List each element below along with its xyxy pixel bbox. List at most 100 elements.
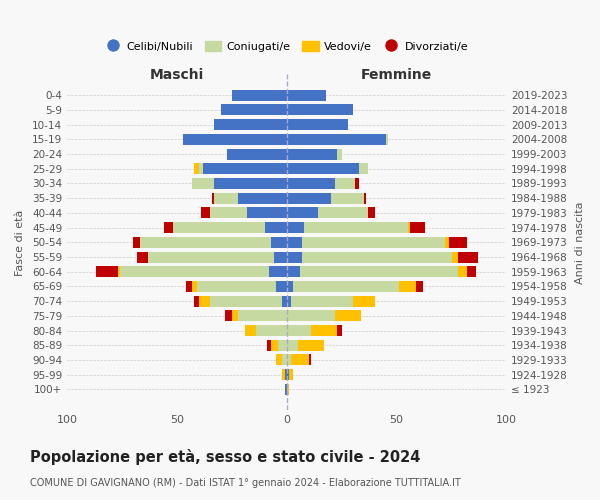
Bar <box>194 164 199 174</box>
Bar <box>276 354 283 366</box>
Bar <box>287 119 348 130</box>
Bar <box>331 192 364 203</box>
Bar <box>185 281 192 292</box>
Legend: Celibi/Nubili, Coniugati/e, Vedovi/e, Divorziati/e: Celibi/Nubili, Coniugati/e, Vedovi/e, Di… <box>100 36 473 56</box>
Bar <box>212 192 214 203</box>
Bar <box>287 134 386 145</box>
Bar <box>201 208 210 218</box>
Bar <box>364 192 366 203</box>
Bar <box>184 134 287 145</box>
Bar <box>118 266 120 277</box>
Bar <box>192 281 197 292</box>
Bar <box>386 134 388 145</box>
Bar <box>227 148 287 160</box>
Bar <box>287 384 289 395</box>
Bar <box>269 266 287 277</box>
Bar <box>287 237 302 248</box>
Bar <box>309 354 311 366</box>
Bar <box>304 222 407 233</box>
Bar <box>298 340 324 351</box>
Bar <box>287 369 289 380</box>
Bar <box>214 192 238 203</box>
Bar <box>287 310 335 322</box>
Bar <box>283 296 287 306</box>
Bar <box>287 104 353 116</box>
Bar <box>449 237 467 248</box>
Bar <box>302 237 445 248</box>
Bar <box>410 222 425 233</box>
Bar <box>399 281 416 292</box>
Bar <box>368 208 374 218</box>
Bar <box>238 192 287 203</box>
Bar <box>458 266 467 277</box>
Bar <box>287 325 311 336</box>
Bar <box>416 281 423 292</box>
Bar <box>199 296 210 306</box>
Bar <box>210 208 247 218</box>
Bar <box>214 178 287 189</box>
Bar <box>232 310 238 322</box>
Bar <box>293 281 399 292</box>
Bar <box>148 252 274 262</box>
Bar <box>197 281 276 292</box>
Bar <box>173 222 265 233</box>
Bar <box>287 208 317 218</box>
Bar <box>267 340 271 351</box>
Bar <box>247 208 287 218</box>
Text: Popolazione per età, sesso e stato civile - 2024: Popolazione per età, sesso e stato civil… <box>30 449 421 465</box>
Bar <box>353 296 374 306</box>
Bar <box>337 148 341 160</box>
Bar <box>287 354 291 366</box>
Bar <box>287 148 337 160</box>
Bar <box>271 340 278 351</box>
Bar <box>137 252 148 262</box>
Bar <box>256 325 287 336</box>
Bar <box>335 178 355 189</box>
Bar <box>284 369 287 380</box>
Bar <box>289 369 293 380</box>
Bar <box>317 208 368 218</box>
Bar <box>278 340 287 351</box>
Bar <box>291 296 353 306</box>
Bar <box>287 192 331 203</box>
Bar <box>194 296 199 306</box>
Bar <box>467 266 476 277</box>
Bar <box>287 266 300 277</box>
Bar <box>120 266 269 277</box>
Bar <box>445 237 449 248</box>
Text: Femmine: Femmine <box>361 68 432 82</box>
Bar <box>287 164 359 174</box>
Y-axis label: Anni di nascita: Anni di nascita <box>575 201 585 283</box>
Bar <box>199 164 203 174</box>
Bar <box>164 222 173 233</box>
Bar <box>287 178 335 189</box>
Bar <box>287 281 293 292</box>
Bar <box>238 310 287 322</box>
Bar <box>287 90 326 101</box>
Bar <box>214 119 287 130</box>
Bar <box>407 222 410 233</box>
Bar <box>203 164 287 174</box>
Bar <box>291 354 309 366</box>
Bar <box>283 354 287 366</box>
Bar <box>271 237 287 248</box>
Bar <box>287 296 291 306</box>
Bar <box>245 325 256 336</box>
Bar <box>359 164 368 174</box>
Bar <box>274 252 287 262</box>
Bar <box>300 266 458 277</box>
Bar <box>210 296 283 306</box>
Bar <box>287 252 302 262</box>
Bar <box>311 325 337 336</box>
Bar <box>283 369 284 380</box>
Bar <box>192 178 214 189</box>
Bar <box>458 252 478 262</box>
Bar <box>302 252 452 262</box>
Text: Maschi: Maschi <box>150 68 204 82</box>
Bar <box>225 310 232 322</box>
Bar <box>265 222 287 233</box>
Y-axis label: Fasce di età: Fasce di età <box>15 209 25 276</box>
Bar <box>355 178 359 189</box>
Bar <box>337 325 341 336</box>
Bar <box>284 384 287 395</box>
